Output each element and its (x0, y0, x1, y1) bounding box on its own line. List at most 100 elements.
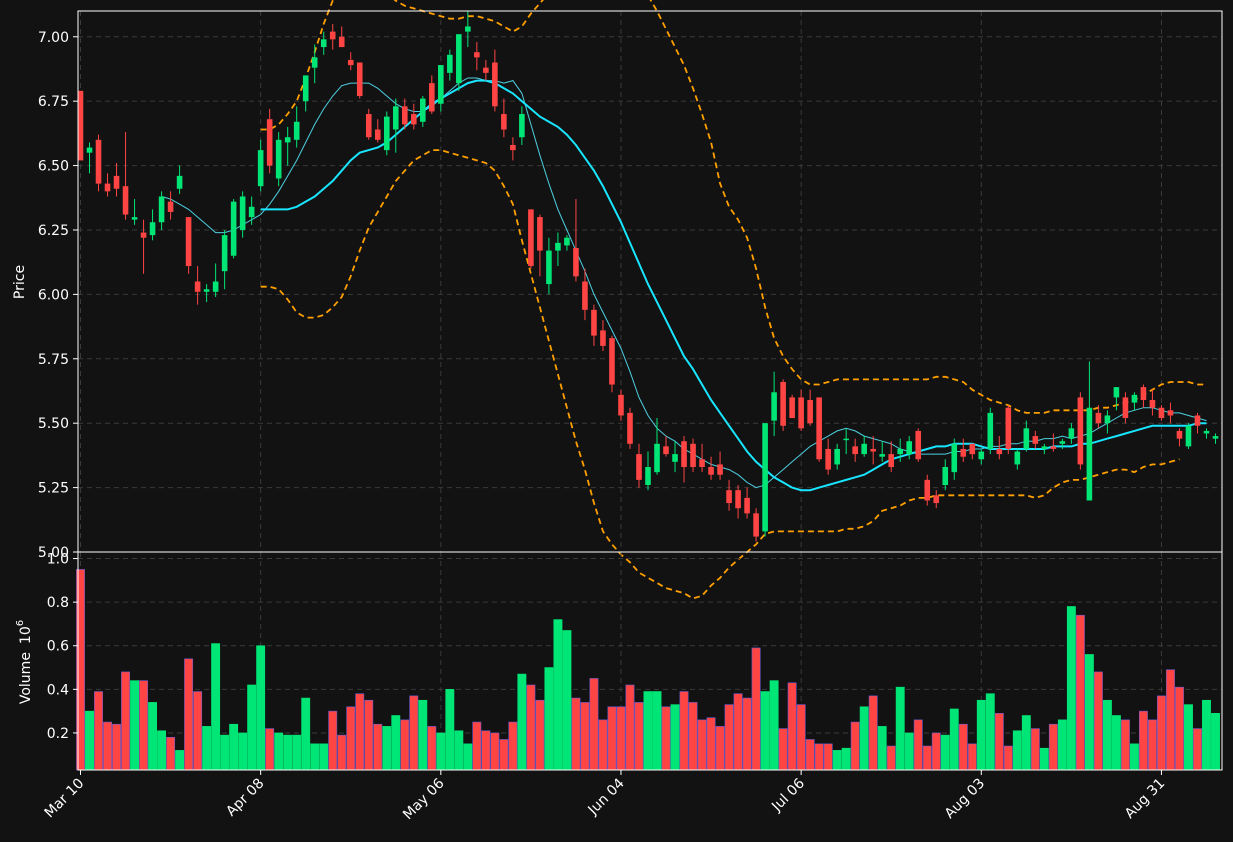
volume-bar (976, 699, 986, 771)
volume-bar (1120, 719, 1130, 771)
volume-bar (265, 728, 275, 771)
candle (185, 217, 192, 274)
candle-body (1014, 451, 1021, 465)
candle-body (933, 495, 940, 504)
candle (924, 474, 931, 506)
volume-bar (796, 704, 806, 771)
candle (95, 134, 102, 192)
candle (789, 394, 795, 419)
candle (978, 448, 985, 465)
candle (627, 407, 633, 449)
candle (149, 209, 156, 241)
candle-body (1113, 387, 1120, 398)
volume-bar (661, 706, 671, 771)
candle (140, 219, 147, 274)
volume-bar (715, 726, 725, 771)
candle-body (465, 26, 471, 32)
volume-bar (391, 715, 401, 771)
candle-body (1203, 430, 1210, 434)
volume-bar (769, 680, 779, 771)
candle-body (870, 448, 876, 452)
candle (1212, 433, 1219, 444)
candle-body (600, 330, 606, 346)
volume-bar (1202, 699, 1211, 771)
candle (293, 106, 300, 148)
volume-bar (409, 695, 419, 771)
candle-body (275, 139, 282, 179)
volume-bar (859, 706, 869, 771)
candle (969, 443, 976, 460)
candle (816, 397, 822, 462)
candle-body (447, 54, 453, 73)
candle-body (456, 34, 462, 84)
candle (311, 44, 318, 84)
candle (591, 304, 597, 346)
candle-body (663, 446, 669, 455)
volume-bar (112, 723, 121, 771)
volume-bar (481, 730, 491, 771)
candle-body (717, 464, 723, 475)
price-y-tick-label: 6.75 (38, 94, 69, 110)
candle (1185, 423, 1192, 449)
price-y-tick-label: 6.25 (38, 223, 69, 239)
candle (194, 266, 201, 305)
candle-body (510, 144, 516, 151)
candle (338, 26, 345, 48)
volume-bar (400, 719, 410, 771)
volume-bar (229, 723, 239, 771)
candle-body (528, 209, 534, 267)
volume-bar (868, 695, 878, 771)
candle (960, 438, 967, 462)
volume-bar (1138, 710, 1148, 771)
candle-body (537, 217, 543, 251)
volume-bar (634, 702, 644, 771)
candle-body (284, 137, 291, 143)
candle-body (1032, 436, 1039, 444)
upper-band-line (260, 0, 1207, 414)
candle-body (1023, 428, 1030, 449)
volume-bar (103, 721, 112, 771)
candle-body (861, 443, 867, 455)
candle (492, 49, 498, 112)
volume-bar (895, 686, 905, 771)
candle-body (636, 454, 642, 480)
candle-body (383, 116, 390, 151)
volume-bar (1157, 695, 1166, 771)
candle-body (365, 114, 372, 138)
candle (915, 428, 922, 462)
candle (1050, 433, 1057, 452)
candle (1158, 405, 1165, 421)
candle (1059, 438, 1066, 449)
candle (401, 98, 408, 130)
volume-bar (787, 682, 797, 771)
volume-bar (967, 743, 977, 771)
candle-body (411, 114, 417, 125)
volume-bar (607, 706, 617, 771)
volume-bar (220, 734, 230, 771)
candle-body (239, 196, 246, 230)
candle-body (248, 206, 255, 218)
candle-body (257, 150, 264, 187)
candle-body (140, 232, 147, 238)
candle (465, 11, 471, 48)
candle (636, 443, 642, 488)
candle (456, 34, 462, 91)
candle-body (1095, 412, 1102, 424)
volume-bar (193, 691, 203, 771)
volume-bar (1003, 745, 1013, 771)
candle-body (1104, 415, 1111, 424)
price-y-axis-label: Price (12, 265, 28, 299)
candle (546, 237, 552, 295)
candle-body (401, 106, 408, 125)
volume-bar (571, 697, 581, 771)
candle-body (546, 250, 552, 285)
candle (447, 49, 453, 81)
candle (501, 98, 507, 138)
candle-body (978, 451, 985, 460)
candle (113, 162, 120, 197)
candle-body (302, 75, 309, 102)
volume-bar (1039, 747, 1049, 771)
volume-bar (175, 750, 185, 771)
candle (212, 263, 219, 297)
